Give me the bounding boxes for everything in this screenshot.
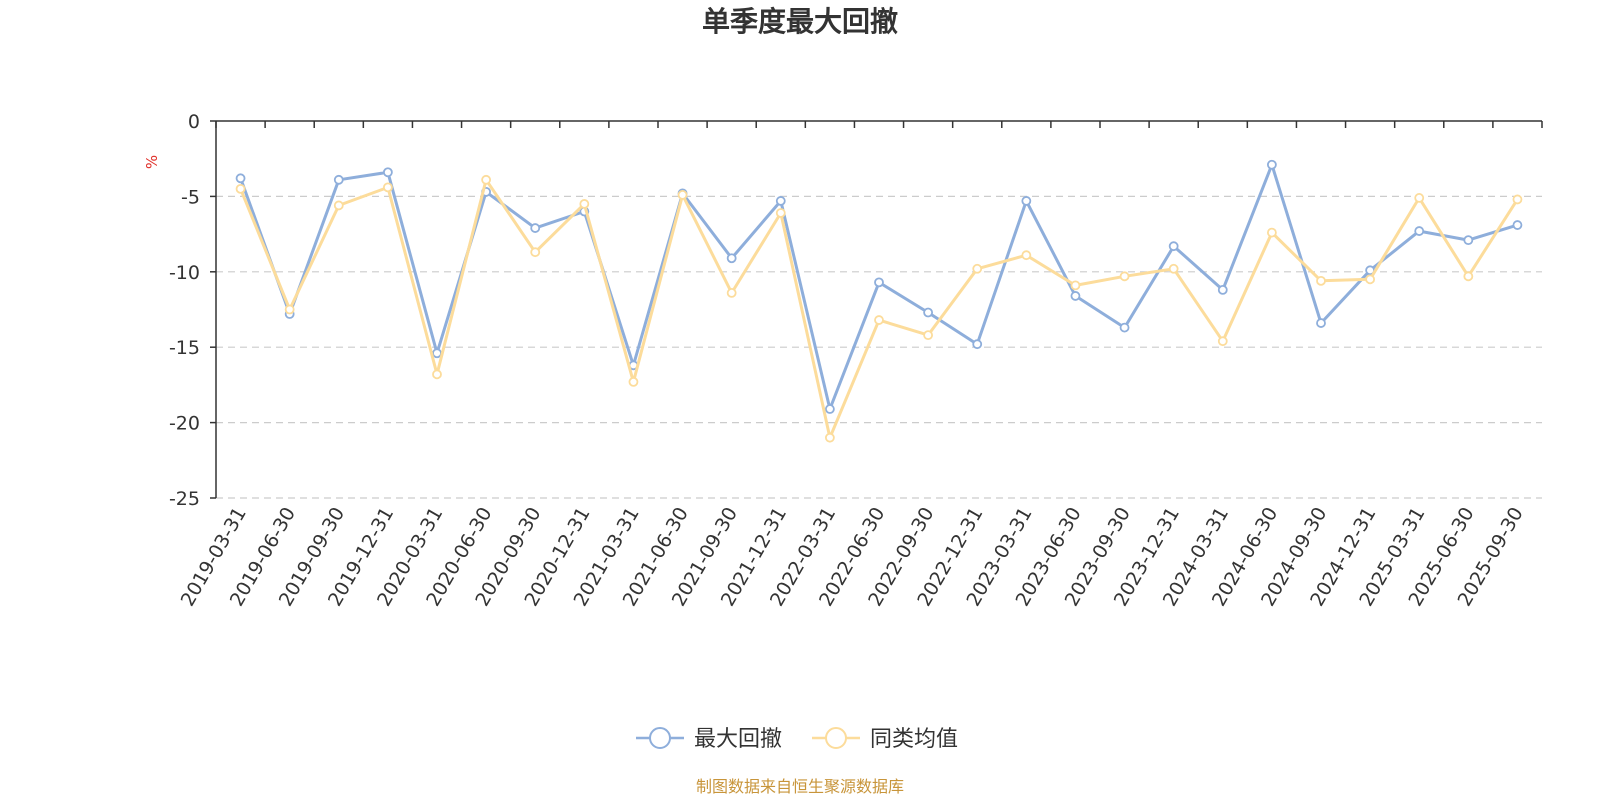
data-point	[1414, 226, 1425, 236]
series-lines	[235, 159, 1523, 443]
legend-item-series-2[interactable]: 同类均值	[812, 727, 958, 752]
data-point	[432, 348, 442, 359]
legend-label: 同类均值	[870, 727, 958, 752]
chart-title: 单季度最大回撤	[702, 5, 898, 38]
data-point	[628, 376, 639, 387]
data-point	[333, 174, 344, 185]
data-point	[726, 253, 737, 264]
data-point	[1463, 271, 1474, 282]
y-tick-label: -5	[181, 186, 200, 208]
data-point	[1365, 274, 1376, 285]
data-point	[972, 339, 983, 350]
data-point	[1512, 220, 1523, 230]
data-point	[923, 307, 934, 318]
data-point	[382, 167, 393, 178]
data-point	[1021, 196, 1032, 206]
legend-swatch-marker	[825, 727, 847, 749]
data-point	[1168, 263, 1179, 274]
data-point	[824, 432, 835, 443]
data-point	[1119, 271, 1130, 282]
data-point	[432, 369, 442, 380]
y-tick-label: -20	[169, 413, 200, 435]
data-point	[579, 199, 590, 209]
series-1	[235, 159, 1523, 414]
data-point	[677, 189, 688, 200]
data-point	[530, 247, 541, 258]
gridlines	[216, 195, 1542, 499]
data-point	[333, 200, 344, 211]
data-point	[874, 315, 884, 325]
data-point	[923, 330, 934, 341]
axes: 0-5-10-15-20-252019-03-312019-06-302019-…	[169, 111, 1543, 610]
data-point	[1070, 280, 1081, 291]
data-point	[824, 404, 835, 414]
data-point	[1119, 322, 1130, 333]
data-point	[1512, 194, 1523, 205]
data-point	[235, 183, 246, 194]
data-point	[235, 173, 246, 184]
y-tick-label: -10	[169, 262, 200, 284]
series-2	[235, 174, 1523, 443]
data-point	[1070, 291, 1081, 301]
data-point	[382, 182, 393, 193]
data-source-note: 制图数据来自恒生聚源数据库	[696, 777, 904, 796]
legend-swatch-marker	[649, 727, 671, 749]
data-point	[1021, 250, 1032, 261]
data-point	[1217, 284, 1228, 295]
data-point	[1414, 193, 1425, 203]
y-tick-label: -15	[169, 337, 200, 359]
legend-item-series-1[interactable]: 最大回撤	[636, 727, 782, 752]
data-point	[726, 288, 737, 298]
data-point	[1266, 159, 1277, 170]
series-line	[239, 178, 1519, 440]
legend-label: 最大回撤	[694, 727, 782, 752]
data-point	[874, 277, 884, 288]
data-point	[530, 223, 541, 233]
data-point	[972, 263, 983, 274]
data-point	[1316, 275, 1326, 286]
data-point	[775, 196, 786, 206]
y-tick-label: 0	[188, 111, 200, 133]
y-axis-unit: %	[143, 155, 161, 169]
data-point	[1266, 227, 1277, 238]
y-tick-label: -25	[169, 488, 200, 510]
data-point	[775, 208, 786, 218]
data-point	[1217, 336, 1228, 347]
data-point	[1316, 318, 1326, 328]
legend[interactable]: 最大回撤 同类均值	[636, 727, 958, 752]
data-point	[1463, 235, 1474, 246]
data-point	[1168, 241, 1179, 252]
data-point	[481, 174, 492, 185]
data-point	[284, 304, 295, 315]
